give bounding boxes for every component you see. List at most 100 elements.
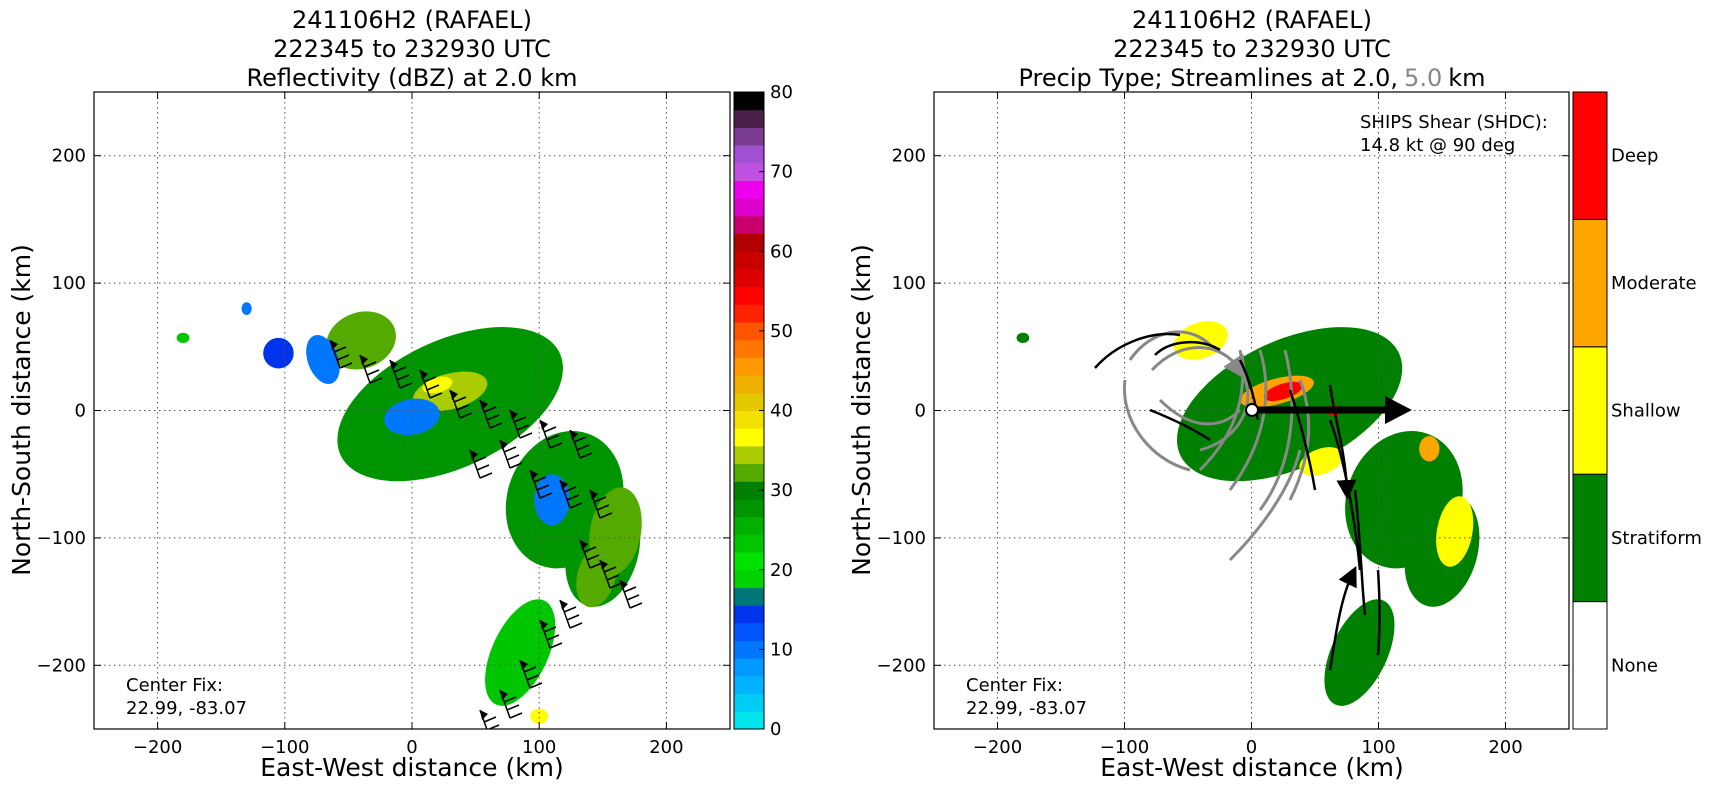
y-tick-label: 0 [915,401,926,422]
wind-barb [509,409,533,439]
right-x-axis-label: East-West distance (km) [1100,753,1404,782]
colorbar-swatch [734,375,764,394]
left-title-line-2: 222345 to 232930 UTC [273,35,551,63]
y-tick-label: −200 [37,655,86,676]
right-center-fix-label: Center Fix: [966,675,1063,696]
wind-barb [579,539,603,569]
echo-region [326,311,396,370]
colorbar-tick-label: 20 [770,560,793,581]
left-center-fix-value: 22.99, -83.07 [126,698,247,719]
colorbar-swatch [734,251,764,270]
category-label: Moderate [1611,273,1697,294]
shear-vector [1245,396,1412,424]
colorbar-swatch [734,534,764,553]
y-tick-label: −200 [877,655,926,676]
wind-barb [559,479,583,509]
left-center-fix-label: Center Fix: [126,675,223,696]
colorbar-swatch [734,640,764,659]
echo-region [384,398,440,436]
category-swatch [1572,91,1608,220]
left-x-axis-label: East-West distance (km) [260,753,564,782]
colorbar-swatch [734,286,764,305]
colorbar-swatch [734,145,764,164]
echo-region [485,599,556,706]
colorbar-swatch [734,215,764,235]
colorbar-tick-label: 10 [770,639,793,660]
category-label: Shallow [1611,401,1681,422]
colorbar-swatch [734,498,764,518]
right-center-fix-value: 22.99, -83.07 [966,698,1087,719]
wind-barb [449,389,473,419]
colorbar-swatch [734,233,764,252]
wind-barb [479,399,503,429]
colorbar-swatch [734,180,764,199]
category-swatch [1572,218,1608,348]
colorbar-swatch [734,410,764,429]
colorbar-swatch [734,552,764,571]
left-plot-area [93,91,731,730]
colorbar-tick-label: 60 [770,241,793,262]
colorbar-swatch [734,711,764,730]
left-gridlines [94,92,730,729]
shear-value: 14.8 kt @ 90 deg [1360,135,1515,156]
y-tick-label: −100 [877,528,926,549]
x-tick-label: −200 [973,737,1022,758]
x-tick-label: 100 [522,737,556,758]
precip-region [1419,435,1440,462]
colorbar-swatch [734,516,764,535]
echo-region [176,332,190,343]
colorbar-swatch [734,463,764,482]
x-tick-label: −100 [260,737,309,758]
colorbar-swatch [734,428,764,447]
precip-type-panel: 241106H2 (RAFAEL) 222345 to 232930 UTC P… [847,6,1702,782]
colorbar-swatch [734,127,764,146]
wind-barb [539,419,563,449]
x-tick-label: 0 [406,737,417,758]
wind-barbs [329,339,643,729]
right-y-axis-label: North-South distance (km) [847,244,876,576]
wind-barb [599,559,623,589]
wind-barb [519,659,543,689]
right-axis-ticks: −200 −100 0 100 200 −200 −100 0 100 200 [877,92,1569,758]
y-tick-label: 0 [75,401,86,422]
echo-region [241,302,252,315]
colorbar-swatch [734,304,764,323]
right-title-line-2: 222345 to 232930 UTC [1113,35,1391,63]
colorbar-swatch [734,109,764,128]
wind-barb [619,579,643,609]
precip-type-regions [1016,321,1480,706]
colorbar-swatch [734,587,764,606]
colorbar-swatch [734,268,764,288]
category-swatch [1572,601,1608,730]
right-title-line-1: 241106H2 (RAFAEL) [1132,6,1372,34]
colorbar-swatch [734,675,764,695]
precip-region [1016,332,1030,343]
precip-region [1263,381,1303,401]
right-title-unit: km [1448,64,1485,92]
colorbar-swatch [734,339,764,358]
precip-region [1324,599,1395,706]
echo-region [263,337,294,369]
x-tick-label: −200 [133,737,182,758]
category-label: Stratiform [1611,528,1702,549]
wind-barb [589,489,613,519]
left-title-line-1: 241106H2 (RAFAEL) [292,6,532,34]
x-tick-label: −100 [1100,737,1149,758]
echo-region [576,544,617,608]
category-label: None [1611,655,1658,676]
category-swatch [1572,346,1608,475]
colorbar-swatch [734,162,764,181]
right-title-line-3: Precip Type; Streamlines at 2.0, 5.0 km [1019,64,1486,92]
wind-barb [559,599,583,629]
echo-region [306,335,340,385]
wind-barb [469,449,493,479]
colorbar-swatch [734,605,764,624]
colorbar-swatch [734,658,764,677]
colorbar-swatch [734,569,764,588]
colorbar-swatch [734,392,764,411]
wind-barb [329,339,353,369]
wind-barb [499,439,523,469]
x-tick-label: 200 [1488,737,1522,758]
wind-barb [539,619,563,649]
wind-barb [529,469,553,499]
